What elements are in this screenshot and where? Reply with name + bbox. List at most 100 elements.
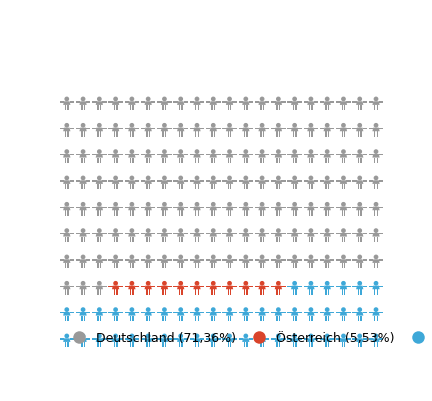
Polygon shape	[184, 154, 188, 156]
Polygon shape	[379, 286, 383, 287]
Polygon shape	[328, 158, 329, 164]
Polygon shape	[314, 286, 318, 287]
Polygon shape	[360, 316, 362, 321]
Polygon shape	[309, 263, 310, 269]
Polygon shape	[214, 211, 215, 216]
Circle shape	[130, 229, 134, 233]
Polygon shape	[161, 181, 168, 184]
Polygon shape	[60, 102, 64, 103]
Polygon shape	[181, 158, 183, 164]
Polygon shape	[295, 316, 297, 321]
Polygon shape	[377, 237, 378, 243]
Polygon shape	[70, 181, 74, 182]
Polygon shape	[70, 207, 74, 209]
Polygon shape	[328, 342, 329, 348]
Polygon shape	[314, 233, 318, 235]
Circle shape	[97, 97, 102, 102]
Polygon shape	[200, 207, 204, 209]
Polygon shape	[222, 207, 227, 209]
Polygon shape	[356, 233, 363, 237]
Polygon shape	[177, 207, 184, 211]
Polygon shape	[271, 207, 276, 209]
Polygon shape	[116, 237, 118, 243]
Polygon shape	[325, 132, 327, 138]
Polygon shape	[336, 207, 341, 209]
Polygon shape	[369, 207, 373, 209]
Polygon shape	[97, 237, 99, 243]
Polygon shape	[76, 181, 80, 182]
Polygon shape	[255, 128, 259, 130]
Circle shape	[113, 176, 118, 181]
Polygon shape	[292, 158, 294, 164]
Polygon shape	[214, 132, 215, 138]
Polygon shape	[248, 154, 253, 156]
Polygon shape	[128, 312, 136, 316]
Polygon shape	[181, 211, 183, 216]
Polygon shape	[112, 312, 119, 316]
Polygon shape	[246, 105, 248, 111]
Polygon shape	[210, 286, 217, 290]
Polygon shape	[146, 290, 148, 295]
Circle shape	[374, 124, 378, 128]
Circle shape	[244, 176, 248, 181]
Polygon shape	[325, 263, 327, 269]
Polygon shape	[311, 342, 313, 348]
Polygon shape	[342, 105, 343, 111]
Polygon shape	[133, 105, 134, 111]
Polygon shape	[292, 237, 294, 243]
Polygon shape	[179, 316, 180, 321]
Circle shape	[162, 334, 167, 338]
Circle shape	[81, 229, 86, 233]
Polygon shape	[271, 260, 276, 261]
Circle shape	[308, 334, 313, 338]
Circle shape	[292, 97, 297, 102]
Polygon shape	[165, 211, 166, 216]
Polygon shape	[275, 338, 282, 342]
Polygon shape	[260, 211, 261, 216]
Polygon shape	[292, 211, 294, 216]
Polygon shape	[228, 342, 229, 348]
Polygon shape	[128, 286, 136, 290]
Polygon shape	[356, 260, 363, 263]
Polygon shape	[314, 312, 318, 314]
Polygon shape	[314, 128, 318, 130]
Polygon shape	[328, 237, 329, 243]
Circle shape	[194, 334, 199, 338]
Polygon shape	[184, 312, 188, 314]
Polygon shape	[79, 207, 87, 211]
Polygon shape	[275, 260, 282, 263]
Polygon shape	[372, 207, 380, 211]
Polygon shape	[63, 154, 70, 158]
Polygon shape	[141, 128, 145, 130]
Polygon shape	[304, 154, 308, 156]
Polygon shape	[342, 316, 343, 321]
Polygon shape	[360, 132, 362, 138]
Polygon shape	[265, 154, 270, 156]
Polygon shape	[304, 312, 308, 314]
Polygon shape	[194, 102, 200, 105]
Polygon shape	[135, 181, 139, 182]
Circle shape	[81, 203, 86, 207]
Polygon shape	[133, 342, 134, 348]
Circle shape	[178, 255, 183, 260]
Circle shape	[64, 229, 69, 233]
Polygon shape	[84, 132, 85, 138]
Polygon shape	[244, 263, 245, 269]
Polygon shape	[112, 260, 119, 263]
Circle shape	[130, 308, 134, 312]
Polygon shape	[358, 211, 359, 216]
Polygon shape	[307, 260, 314, 263]
Circle shape	[162, 176, 167, 181]
Polygon shape	[197, 290, 199, 295]
Circle shape	[244, 229, 248, 233]
Polygon shape	[238, 338, 243, 340]
Polygon shape	[181, 290, 183, 295]
Polygon shape	[325, 237, 327, 243]
Polygon shape	[173, 181, 178, 182]
Polygon shape	[228, 316, 229, 321]
Polygon shape	[211, 316, 213, 321]
Polygon shape	[211, 158, 213, 164]
Polygon shape	[184, 128, 188, 130]
Polygon shape	[60, 233, 64, 235]
Polygon shape	[135, 286, 139, 287]
